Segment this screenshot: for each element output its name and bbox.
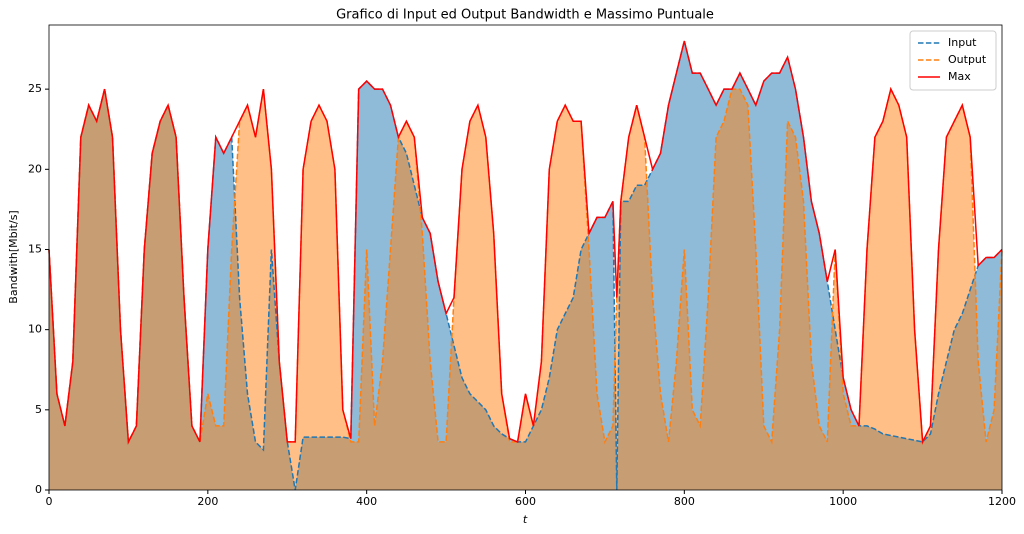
line	[48, 86, 1003, 445]
y-axis-label: Bandwith[Mbit/s]	[7, 210, 20, 303]
line	[48, 40, 1003, 445]
legend-label: Max	[948, 70, 971, 83]
x-tick-label: 800	[674, 495, 695, 508]
legend-box	[909, 30, 997, 91]
x-tick-label: 1000	[829, 495, 857, 508]
y-tick-label: 15	[28, 242, 42, 255]
y-tick-label: 0	[35, 483, 42, 496]
area	[49, 41, 1002, 490]
y-tick-label: 10	[28, 323, 42, 336]
legend-label: Output	[948, 53, 987, 66]
x-tick-label: 600	[515, 495, 536, 508]
x-tick-label: 200	[197, 495, 218, 508]
y-tick-label: 20	[28, 162, 42, 175]
x-tick-label: 1200	[988, 495, 1016, 508]
line-layer	[48, 40, 1003, 491]
y-tick-label: 5	[35, 403, 42, 416]
chart-title: Grafico di Input ed Output Bandwidth e M…	[336, 8, 714, 23]
area	[49, 89, 1002, 490]
y-tick-label: 25	[28, 82, 42, 95]
x-tick-label: 400	[356, 495, 377, 508]
legend-label: Input	[948, 36, 977, 49]
x-tick-label: 0	[46, 495, 53, 508]
x-axis-label: t	[523, 513, 528, 526]
